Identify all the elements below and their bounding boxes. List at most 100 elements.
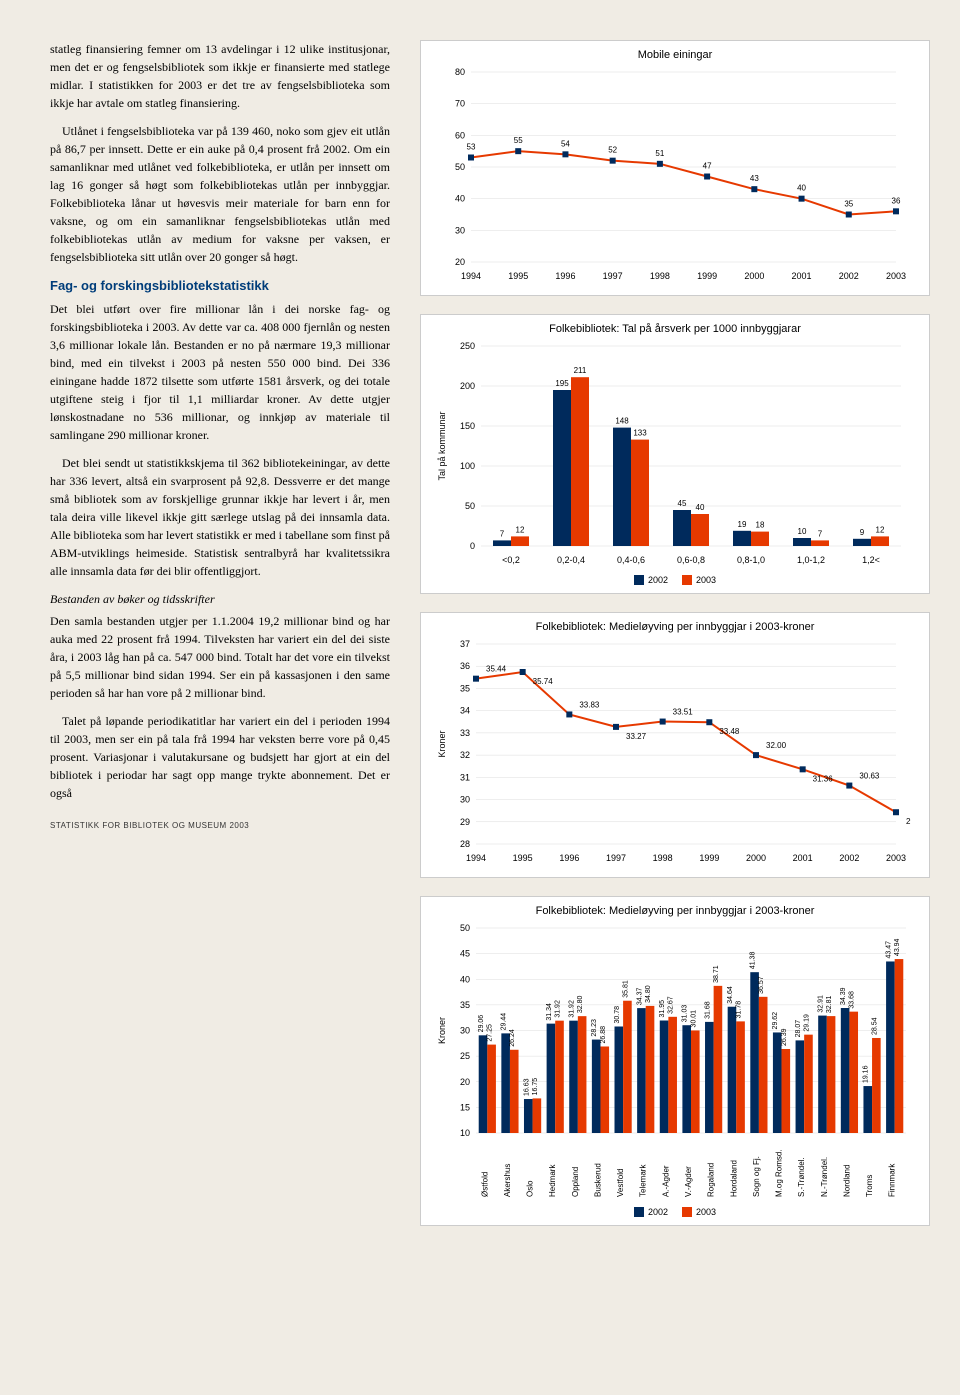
svg-text:1995: 1995 — [508, 271, 528, 281]
chart-title: Folkebibliotek: Medieløyving per innbygg… — [431, 905, 919, 917]
svg-text:30: 30 — [460, 1026, 470, 1036]
svg-text:45: 45 — [678, 499, 687, 508]
line-chart: 28293031323334353637Kroner19941995199619… — [431, 639, 911, 869]
svg-text:N.-Trøndel.: N.-Trøndel. — [820, 1157, 829, 1197]
svg-text:Oppland: Oppland — [571, 1167, 580, 1197]
svg-text:33.27: 33.27 — [626, 732, 647, 741]
svg-text:Vestfold: Vestfold — [616, 1169, 625, 1197]
svg-text:M.og Romsd.: M.og Romsd. — [775, 1149, 784, 1197]
svg-text:Østfold: Østfold — [480, 1172, 489, 1197]
svg-text:150: 150 — [460, 421, 475, 431]
svg-text:0,4-0,6: 0,4-0,6 — [617, 555, 645, 565]
svg-text:32.67: 32.67 — [668, 996, 675, 1014]
svg-text:Rogaland: Rogaland — [707, 1163, 716, 1197]
svg-text:40: 40 — [797, 184, 806, 193]
svg-text:Kroner: Kroner — [437, 730, 447, 757]
svg-text:18: 18 — [756, 521, 765, 530]
svg-text:Tal på kommunar: Tal på kommunar — [437, 411, 447, 480]
chart-title: Folkebibliotek: Tal på årsverk per 1000 … — [431, 323, 919, 335]
svg-text:32.91: 32.91 — [817, 995, 824, 1013]
svg-text:38.71: 38.71 — [713, 965, 720, 983]
svg-text:16.63: 16.63 — [523, 1078, 530, 1096]
svg-text:12: 12 — [876, 525, 885, 534]
legend-label: 2003 — [696, 575, 716, 585]
svg-text:Troms: Troms — [865, 1175, 874, 1197]
section-heading: Fag- og forskingsbibliotekstatistikk — [50, 276, 390, 296]
svg-text:2003: 2003 — [886, 853, 906, 863]
svg-text:40: 40 — [455, 194, 465, 204]
svg-text:2003: 2003 — [886, 271, 906, 281]
svg-text:33.48: 33.48 — [719, 727, 740, 736]
svg-text:1999: 1999 — [699, 853, 719, 863]
svg-text:A.-Agder: A.-Agder — [661, 1165, 670, 1197]
svg-text:1997: 1997 — [603, 271, 623, 281]
svg-text:31.03: 31.03 — [682, 1005, 689, 1023]
svg-text:Hedmark: Hedmark — [548, 1164, 557, 1197]
bar-chart: 101520253035404550Kroner29.0627.25Østfol… — [431, 923, 911, 1203]
svg-text:7: 7 — [818, 529, 823, 538]
svg-text:55: 55 — [514, 136, 523, 145]
svg-text:20: 20 — [455, 257, 465, 267]
svg-text:35.74: 35.74 — [533, 677, 554, 686]
bar-chart: 050100150200250Tal på kommunar<0,27120,2… — [431, 341, 911, 571]
svg-text:2000: 2000 — [746, 853, 766, 863]
svg-text:35: 35 — [844, 200, 853, 209]
svg-text:0,6-0,8: 0,6-0,8 — [677, 555, 705, 565]
chart-medieloyving-bar: Folkebibliotek: Medieløyving per innbygg… — [420, 896, 930, 1226]
svg-text:1,0-1,2: 1,0-1,2 — [797, 555, 825, 565]
svg-text:50: 50 — [460, 923, 470, 933]
svg-text:Oslo: Oslo — [526, 1180, 535, 1197]
svg-text:Akershus: Akershus — [503, 1164, 512, 1197]
svg-text:S.-Trøndel.: S.-Trøndel. — [797, 1157, 806, 1197]
svg-text:V.-Agder: V.-Agder — [684, 1166, 693, 1197]
svg-text:148: 148 — [615, 417, 629, 426]
paragraph: statleg finansiering femner om 13 avdeli… — [50, 40, 390, 112]
svg-text:20: 20 — [460, 1077, 470, 1087]
svg-text:60: 60 — [455, 130, 465, 140]
svg-text:2001: 2001 — [793, 853, 813, 863]
legend-label: 2002 — [648, 1207, 668, 1217]
svg-text:31.34: 31.34 — [546, 1003, 553, 1021]
svg-text:1996: 1996 — [555, 271, 575, 281]
svg-text:70: 70 — [455, 99, 465, 109]
charts-column: Mobile einingar 203040506070801994199519… — [420, 40, 930, 1375]
svg-text:12: 12 — [516, 525, 525, 534]
svg-text:1997: 1997 — [606, 853, 626, 863]
svg-text:34.37: 34.37 — [636, 987, 643, 1005]
svg-text:34.80: 34.80 — [645, 985, 652, 1003]
chart-medieloyving-line: Folkebibliotek: Medieløyving per innbygg… — [420, 612, 930, 878]
paragraph: Den samla bestanden utgjer per 1.1.2004 … — [50, 612, 390, 702]
svg-text:33.51: 33.51 — [673, 708, 694, 717]
svg-text:29.43: 29.43 — [906, 817, 911, 826]
svg-text:16.75: 16.75 — [532, 1078, 539, 1096]
svg-text:35: 35 — [460, 1000, 470, 1010]
svg-text:53: 53 — [467, 143, 476, 152]
svg-text:26.88: 26.88 — [600, 1026, 607, 1044]
svg-text:33.83: 33.83 — [579, 700, 600, 709]
svg-text:28.07: 28.07 — [795, 1020, 802, 1038]
svg-text:195: 195 — [555, 379, 569, 388]
svg-text:19.16: 19.16 — [863, 1065, 870, 1083]
svg-text:31.36: 31.36 — [813, 774, 834, 783]
svg-text:0,2-0,4: 0,2-0,4 — [557, 555, 585, 565]
svg-text:32.80: 32.80 — [577, 996, 584, 1014]
svg-text:51: 51 — [655, 149, 664, 158]
svg-text:37: 37 — [460, 639, 470, 649]
svg-text:26.39: 26.39 — [781, 1028, 788, 1046]
svg-text:30.78: 30.78 — [614, 1006, 621, 1024]
svg-text:Kroner: Kroner — [437, 1017, 447, 1044]
chart-legend: 2002 2003 — [431, 1207, 919, 1217]
svg-text:29: 29 — [460, 817, 470, 827]
svg-text:34.64: 34.64 — [727, 986, 734, 1004]
svg-text:25: 25 — [460, 1051, 470, 1061]
legend-label: 2002 — [648, 575, 668, 585]
svg-text:1998: 1998 — [650, 271, 670, 281]
svg-text:54: 54 — [561, 139, 570, 148]
svg-text:34: 34 — [460, 706, 470, 716]
svg-text:32.81: 32.81 — [826, 995, 833, 1013]
svg-text:50: 50 — [455, 162, 465, 172]
svg-text:52: 52 — [608, 146, 617, 155]
svg-text:1994: 1994 — [461, 271, 481, 281]
svg-text:31.78: 31.78 — [736, 1001, 743, 1019]
svg-text:1999: 1999 — [697, 271, 717, 281]
